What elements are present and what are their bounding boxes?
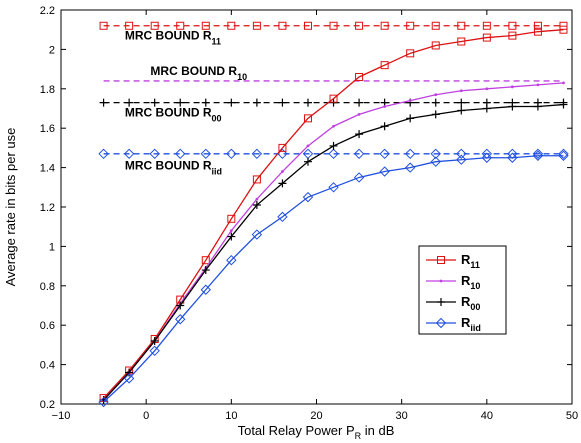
x-axis-label: Total Relay Power PR in dB <box>238 423 395 441</box>
series-point <box>332 125 335 128</box>
y-tick-label: 1.4 <box>40 163 55 175</box>
series-point <box>485 87 488 90</box>
bound-label-subscript: 11 <box>212 37 222 47</box>
series-point <box>358 113 361 116</box>
series-point <box>511 85 514 88</box>
x-tick-label: 50 <box>566 410 578 422</box>
plot-area <box>61 10 572 404</box>
y-tick-label: 2.2 <box>40 5 55 17</box>
legend-entry-subscript: 00 <box>470 302 480 312</box>
series-point <box>434 93 437 96</box>
y-tick-label: 1 <box>49 241 55 253</box>
y-tick-label: 0.4 <box>40 360 55 372</box>
legend-marker <box>440 280 443 283</box>
y-tick-label: 0.2 <box>40 399 55 411</box>
bound-label-main: MRC BOUND R <box>125 159 212 173</box>
x-tick-label: 0 <box>143 410 149 422</box>
bound-label-subscript: iid <box>212 167 223 177</box>
series-point <box>307 145 310 148</box>
y-tick-label: 0.8 <box>40 281 55 293</box>
legend-entry-subscript: iid <box>470 323 481 333</box>
legend-entry-subscript: 10 <box>470 281 480 291</box>
bound-label-main: MRC BOUND R <box>150 64 237 78</box>
y-tick-label: 1.2 <box>40 202 55 214</box>
bound-label-subscript: 10 <box>237 72 247 82</box>
y-tick-label: 2 <box>49 44 55 56</box>
series-point <box>255 198 258 201</box>
y-tick-label: 1.8 <box>40 84 55 96</box>
x-tick-label: 20 <box>310 410 322 422</box>
y-tick-label: 0.6 <box>40 320 55 332</box>
x-tick-label: 40 <box>481 410 493 422</box>
y-axis-label: Average rate in bits per use <box>3 128 18 287</box>
series-point <box>409 99 412 102</box>
series-point <box>281 170 284 173</box>
bound-label-subscript: 00 <box>212 113 222 123</box>
series-point <box>537 83 540 86</box>
legend-entry-subscript: 11 <box>470 260 480 270</box>
x-tick-label: 10 <box>225 410 237 422</box>
bound-label-main: MRC BOUND R <box>125 105 212 119</box>
series-point <box>383 105 386 108</box>
series-point <box>230 229 233 232</box>
bound-label-main: MRC BOUND R <box>125 29 212 43</box>
series-point <box>460 89 463 92</box>
series-point <box>562 81 565 84</box>
x-tick-label: −10 <box>52 410 71 422</box>
y-tick-label: 1.6 <box>40 123 55 135</box>
x-tick-label: 30 <box>396 410 408 422</box>
